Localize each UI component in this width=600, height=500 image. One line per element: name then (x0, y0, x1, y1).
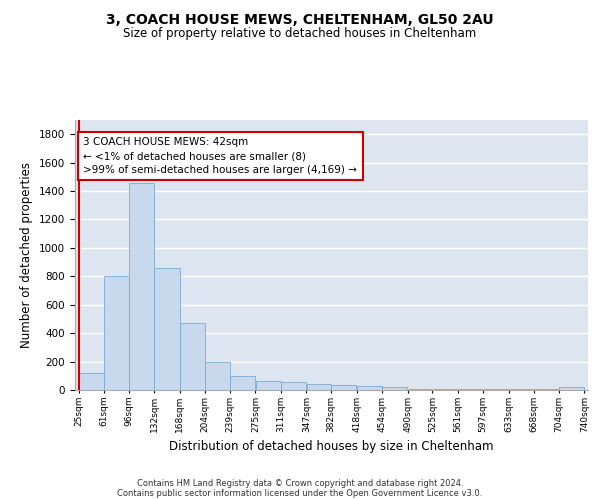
Bar (382, 387, 407, 390)
Bar (104, 276, 128, 390)
Bar (256, 381, 281, 390)
Text: 3 COACH HOUSE MEWS: 42sqm
← <1% of detached houses are smaller (8)
>99% of semi-: 3 COACH HOUSE MEWS: 42sqm ← <1% of detac… (83, 137, 358, 175)
Bar (307, 384, 331, 390)
Bar (129, 182, 154, 390)
Bar (79, 373, 104, 390)
Bar (205, 362, 230, 390)
Text: 3, COACH HOUSE MEWS, CHELTENHAM, GL50 2AU: 3, COACH HOUSE MEWS, CHELTENHAM, GL50 2A… (106, 12, 494, 26)
Bar (281, 382, 306, 390)
Bar (357, 386, 382, 390)
Text: Contains HM Land Registry data © Crown copyright and database right 2024.: Contains HM Land Registry data © Crown c… (137, 478, 463, 488)
Y-axis label: Number of detached properties: Number of detached properties (20, 162, 34, 348)
Bar (180, 323, 205, 390)
Bar (331, 385, 356, 390)
Text: Contains public sector information licensed under the Open Government Licence v3: Contains public sector information licen… (118, 488, 482, 498)
Bar (230, 376, 255, 390)
Bar (559, 387, 584, 390)
Text: Size of property relative to detached houses in Cheltenham: Size of property relative to detached ho… (124, 28, 476, 40)
X-axis label: Distribution of detached houses by size in Cheltenham: Distribution of detached houses by size … (169, 440, 494, 454)
Bar (154, 268, 179, 390)
